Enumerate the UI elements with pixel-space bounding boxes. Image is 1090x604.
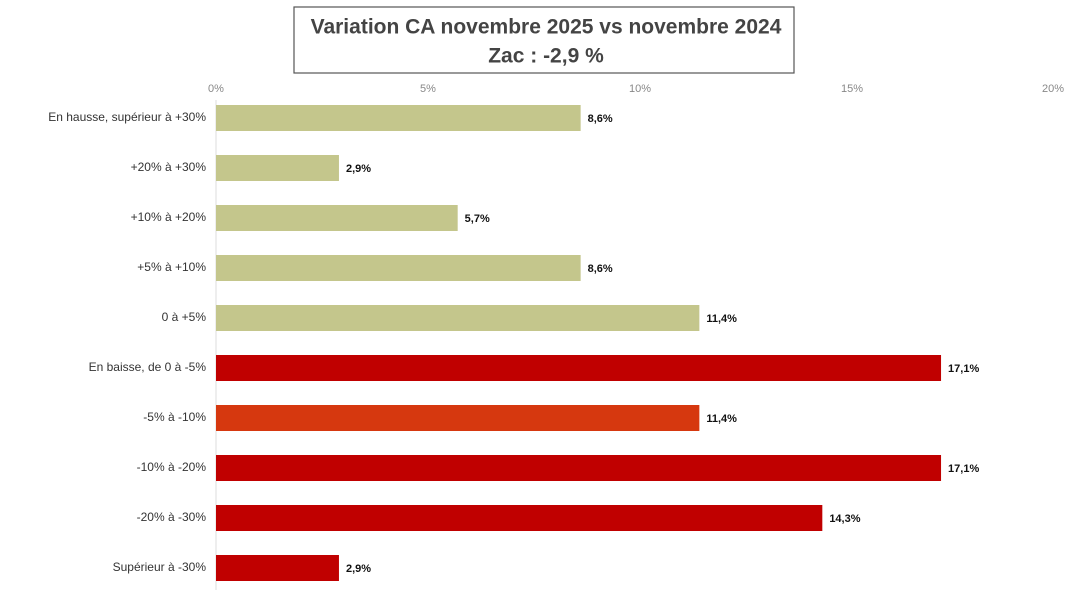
value-label: 17,1% [948,363,979,375]
category-label: -20% à -30% [137,510,207,524]
chart-subtitle: Zac : -2,9 % [488,45,604,68]
bar [216,555,339,581]
bar [216,505,823,531]
x-tick-label: 0% [208,83,224,95]
category-label: -10% à -20% [137,460,207,474]
x-tick-label: 5% [420,83,436,95]
category-label: En hausse, supérieur à +30% [48,110,206,124]
value-label: 5,7% [465,213,490,225]
x-tick-label: 15% [841,83,863,95]
bar [216,355,942,381]
bar [216,305,700,331]
value-label: 8,6% [588,113,613,125]
value-label: 8,6% [588,263,613,275]
title-box [293,6,795,74]
value-label: 11,4% [706,413,737,425]
category-label: 0 à +5% [162,310,207,324]
category-label: +5% à +10% [137,260,206,274]
bar [216,405,700,431]
category-label: +20% à +30% [131,160,207,174]
chart-title: Variation CA novembre 2025 vs novembre 2… [311,16,782,39]
x-tick-label: 10% [629,83,651,95]
category-label: Supérieur à -30% [113,560,207,574]
value-label: 2,9% [346,563,371,575]
x-tick-label: 20% [1042,83,1064,95]
category-label: En baisse, de 0 à -5% [89,360,207,374]
bar [216,255,581,281]
bar [216,455,942,481]
value-label: 11,4% [706,313,737,325]
category-label: -5% à -10% [143,410,206,424]
value-label: 14,3% [829,513,860,525]
bar [216,205,458,231]
value-label: 17,1% [948,463,979,475]
bar [216,105,581,131]
bar [216,155,339,181]
category-label: +10% à +20% [131,210,207,224]
value-label: 2,9% [346,163,371,175]
